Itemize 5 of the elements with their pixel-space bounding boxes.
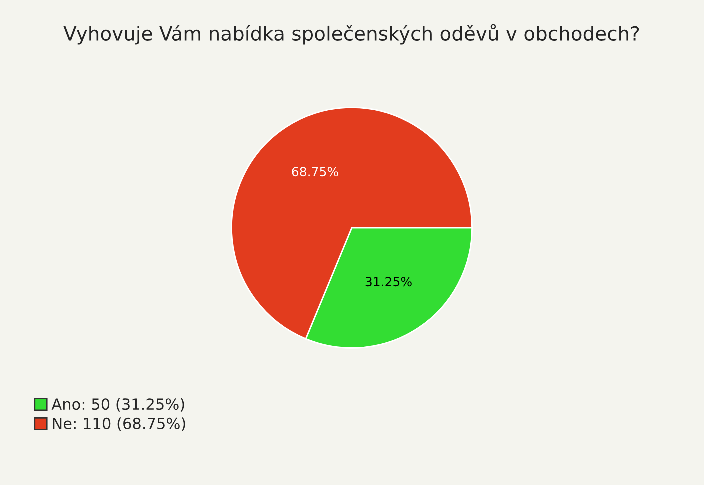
data-label: 31.25%	[366, 277, 412, 287]
legend-label: Ano: 50 (31.25%)	[52, 398, 184, 412]
chart-title: Vyhovuje Vám nabídka společenských oděvů v obchodech?	[64, 24, 640, 45]
data-label: 68.75%	[292, 167, 338, 177]
legend-label: Ne: 110 (68.75%)	[53, 418, 186, 432]
